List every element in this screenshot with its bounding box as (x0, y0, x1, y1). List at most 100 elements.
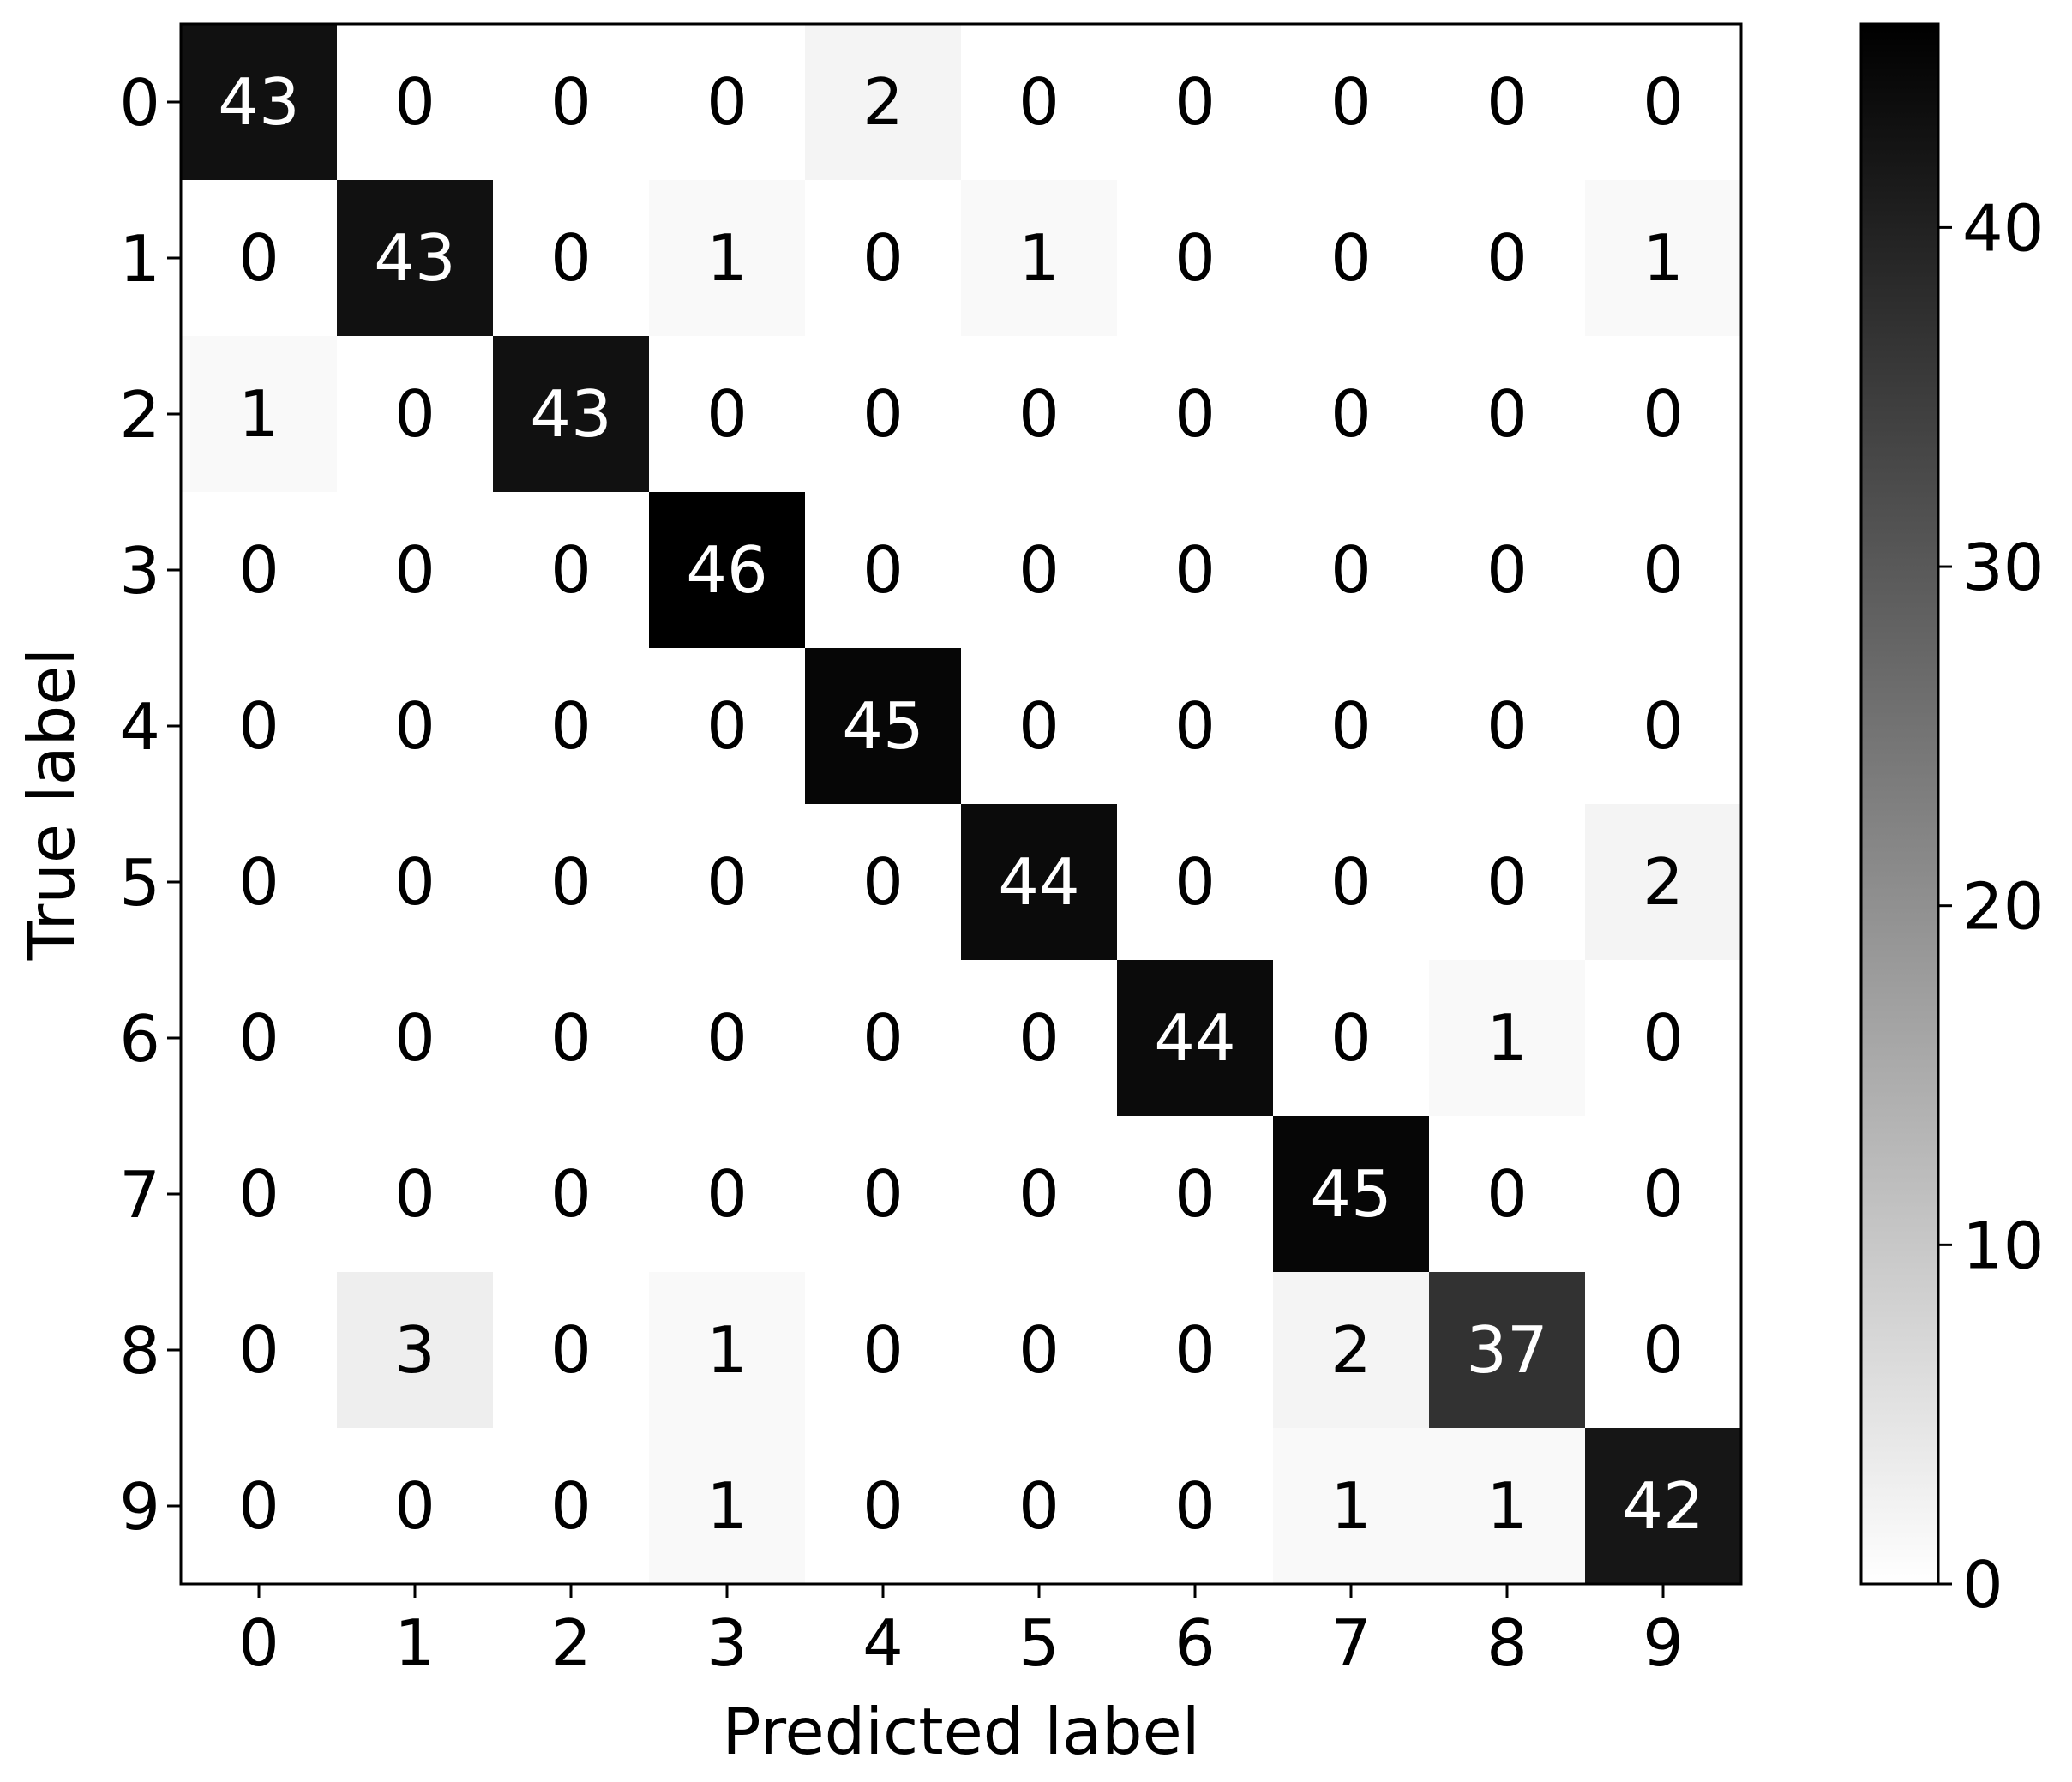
cell-value-label: 0 (862, 1312, 904, 1388)
cell-value-label: 0 (862, 532, 904, 608)
heatmap-cell (1585, 648, 1742, 805)
heatmap-cell (961, 24, 1118, 181)
cell-value-label: 0 (706, 1156, 748, 1232)
y-tick-label: 1 (119, 221, 160, 297)
y-tick-label: 5 (119, 845, 160, 921)
heatmap-cell (493, 1428, 650, 1585)
y-axis: 0 1 2 3 4 5 6 7 8 9 (119, 65, 181, 1545)
heatmap-cell (1429, 1428, 1586, 1585)
colorbar-tick-label: 20 (1962, 869, 2044, 945)
cell-value-label: 0 (1643, 688, 1684, 764)
y-tick-label: 7 (119, 1157, 160, 1233)
heatmap-cell (181, 24, 338, 181)
cell-value-label: 0 (238, 1156, 279, 1232)
cell-value-label: 2 (862, 64, 904, 140)
cell-value-label: 0 (550, 844, 592, 920)
cell-value-label: 0 (1018, 1468, 1060, 1544)
cell-value-label: 3 (394, 1312, 435, 1388)
cell-value-label: 0 (1330, 844, 1372, 920)
heatmap-cell (961, 492, 1118, 649)
heatmap-cell (493, 24, 650, 181)
heatmap-cell (1429, 1272, 1586, 1429)
heatmap-cell (337, 648, 494, 805)
heatmap-cell (649, 648, 806, 805)
heatmap-cell (1117, 1272, 1274, 1429)
heatmap-cell (493, 180, 650, 337)
heatmap-cell (337, 1272, 494, 1429)
heatmap-cell (961, 1116, 1118, 1273)
heatmap-cell (961, 1272, 1118, 1429)
heatmap-cell (1117, 180, 1274, 337)
heatmap-cell (1429, 492, 1586, 649)
heatmap-cell (805, 804, 962, 961)
y-axis-label: True label (14, 648, 89, 962)
heatmap-cell (961, 336, 1118, 493)
heatmap-cell (1273, 180, 1430, 337)
cell-value-label: 1 (706, 220, 748, 296)
cell-value-label: 0 (394, 1468, 435, 1544)
heatmap-cell (805, 180, 962, 337)
cell-value-label: 43 (218, 64, 299, 140)
heatmap-cell (493, 492, 650, 649)
x-tick-label: 1 (394, 1605, 435, 1681)
heatmap-cell (181, 180, 338, 337)
heatmap-cell (1273, 648, 1430, 805)
heatmap-cell (649, 1428, 806, 1585)
cell-value-label: 0 (862, 1156, 904, 1232)
cell-value-label: 0 (862, 1000, 904, 1076)
cell-value-label: 37 (1466, 1312, 1547, 1388)
cell-value-label: 0 (1643, 1000, 1684, 1076)
heatmap-cell (493, 336, 650, 493)
cell-value-label: 0 (238, 532, 279, 608)
cell-value-label: 0 (1643, 1312, 1684, 1388)
cell-value-label: 0 (550, 220, 592, 296)
heatmap-cell (337, 336, 494, 493)
cell-value-label: 0 (550, 64, 592, 140)
cell-value-label: 0 (1486, 1156, 1528, 1232)
y-tick-label: 4 (119, 689, 160, 765)
cell-value-label: 43 (374, 220, 455, 296)
heatmap-cell (1117, 1116, 1274, 1273)
heatmap-cell (805, 336, 962, 493)
cell-value-label: 0 (1486, 688, 1528, 764)
cell-value-label: 46 (686, 532, 767, 608)
heatmap-cell (181, 1116, 338, 1273)
heatmap-cell (1273, 1272, 1430, 1429)
cell-value-label: 0 (1018, 688, 1060, 764)
cell-value-label: 0 (394, 844, 435, 920)
cell-value-label: 1 (1486, 1000, 1528, 1076)
cell-value-label: 0 (238, 1000, 279, 1076)
cell-value-label: 44 (998, 844, 1079, 920)
cell-value-label: 0 (1018, 64, 1060, 140)
heatmap-cell (805, 648, 962, 805)
heatmap-cell (337, 1116, 494, 1273)
cell-value-label: 2 (1330, 1312, 1372, 1388)
heatmap-cell (649, 804, 806, 961)
heatmap-cell (181, 804, 338, 961)
heatmap-cell (1585, 492, 1742, 649)
cell-value-label: 0 (394, 1156, 435, 1232)
colorbar-tick-label: 40 (1962, 190, 2044, 266)
heatmap-cell (337, 24, 494, 181)
cell-value-label: 0 (1174, 532, 1216, 608)
cell-value-label: 0 (1486, 220, 1528, 296)
cell-value-label: 0 (1486, 64, 1528, 140)
heatmap-cell (1117, 960, 1274, 1117)
cell-value-label: 0 (238, 1468, 279, 1544)
cell-value-label: 0 (1174, 1156, 1216, 1232)
heatmap-cell (805, 960, 962, 1117)
cell-value-label: 0 (1018, 532, 1060, 608)
y-tick-label: 8 (119, 1313, 160, 1389)
heatmap-cell (649, 336, 806, 493)
heatmap-cell (1273, 24, 1430, 181)
cell-value-label: 0 (394, 688, 435, 764)
colorbar-tick-label: 0 (1962, 1547, 2003, 1623)
y-tick-label: 0 (119, 65, 160, 141)
heatmap-cell (649, 1272, 806, 1429)
cell-value-label: 0 (1174, 844, 1216, 920)
x-tick-label: 6 (1174, 1605, 1216, 1681)
heatmap-cell (1429, 804, 1586, 961)
heatmap-cell (1429, 1116, 1586, 1273)
cell-value-label: 0 (1330, 64, 1372, 140)
heatmap-cell (337, 492, 494, 649)
